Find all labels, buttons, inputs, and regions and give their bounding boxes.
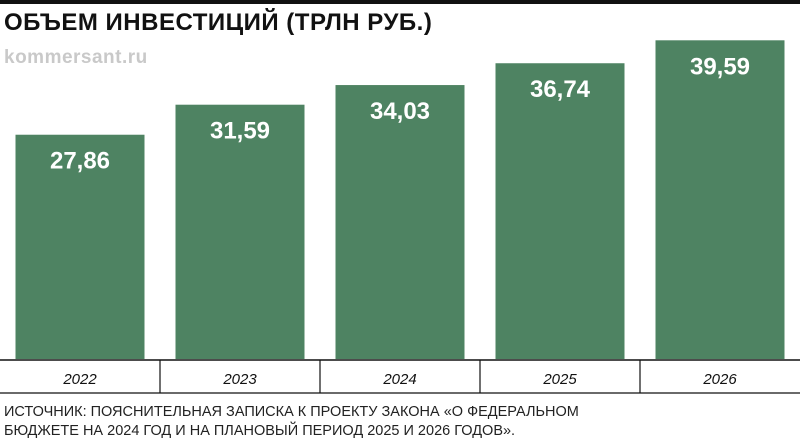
x-tick-label-2026: 2026 xyxy=(702,371,737,388)
bar-2026 xyxy=(655,40,785,359)
value-label-2024: 34,03 xyxy=(370,98,430,125)
source-note: ИСТОЧНИК: ПОЯСНИТЕЛЬНАЯ ЗАПИСКА К ПРОЕКТ… xyxy=(4,403,794,441)
bar-chart: 27,86 2022 31,59 2023 34,03 2024 36,74 2025 39,5… xyxy=(0,40,800,394)
bar-2022 xyxy=(15,134,145,359)
x-tick-label-2024: 2024 xyxy=(382,371,416,388)
watermark: kommersant.ru xyxy=(4,47,148,68)
x-tick-label-2025: 2025 xyxy=(542,371,577,388)
value-label-2026: 39,59 xyxy=(690,53,750,80)
bar-2025 xyxy=(495,63,625,359)
x-tick-label-2023: 2023 xyxy=(222,371,257,388)
source-line-1: ИСТОЧНИК: ПОЯСНИТЕЛЬНАЯ ЗАПИСКА К ПРОЕКТ… xyxy=(4,404,579,420)
source-line-2: БЮДЖЕТЕ НА 2024 ГОД И НА ПЛАНОВЫЙ ПЕРИОД… xyxy=(4,423,516,439)
bar-2023 xyxy=(175,104,305,359)
value-label-2025: 36,74 xyxy=(530,76,591,103)
chart-title: ОБЪЕМ ИНВЕСТИЦИЙ (ТРЛН РУБ.) xyxy=(4,9,433,36)
top-rule xyxy=(0,0,800,4)
value-label-2023: 31,59 xyxy=(210,118,270,145)
x-tick-label-2022: 2022 xyxy=(62,371,97,388)
value-label-2022: 27,86 xyxy=(50,148,110,175)
bar-2024 xyxy=(335,85,465,359)
